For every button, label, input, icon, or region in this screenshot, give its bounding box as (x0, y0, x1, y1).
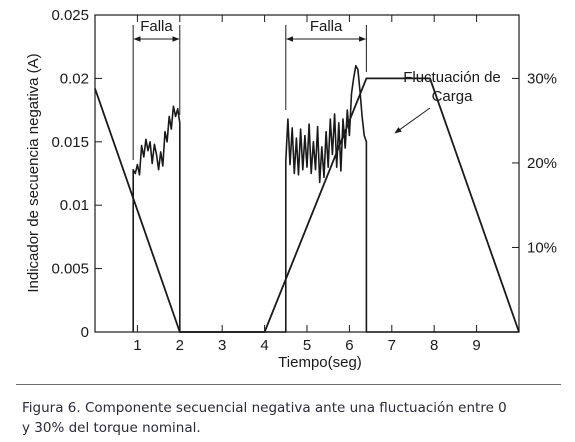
caption-line-2: y 30% del torque nominal. (22, 420, 201, 436)
right-y-tick-label: 30% (527, 70, 557, 87)
figure-caption: Figura 6. Componente secuencial negativa… (22, 398, 562, 438)
plot-frame (94, 14, 520, 333)
caption-divider (16, 384, 561, 385)
annotations: Falla Falla Fluctuación de Carga (132, 18, 501, 160)
load-fluctuation-label: Fluctuación de (403, 69, 501, 86)
load-fluctuation-arrow (394, 107, 431, 134)
tick-labels: 1 2 3 4 5 6 7 8 9 0 0.005 0.01 0.015 0.02 0.025 10% 20% 3… (51, 7, 557, 354)
load-series-line (94, 77, 520, 333)
x-tick-label: 2 (176, 337, 184, 354)
y-tick-label: 0.02 (60, 70, 89, 87)
y-tick-label: 0.015 (51, 134, 89, 151)
load-fluctuation-label: Carga (432, 88, 474, 105)
caption-line-1: Figura 6. Componente secuencial negativa… (22, 400, 507, 416)
y-tick-label: 0 (81, 324, 89, 341)
x-tick-label: 8 (430, 337, 438, 354)
negative-sequence-series-line (132, 64, 519, 333)
x-tick-label: 3 (218, 337, 226, 354)
x-tick-label: 7 (388, 337, 396, 354)
fault-label: Falla (140, 18, 173, 35)
right-y-tick-label: 20% (527, 155, 557, 172)
right-y-tick-label: 10% (527, 239, 557, 256)
chart-svg: 1 2 3 4 5 6 7 8 9 0 0.005 0.01 0.015 0.02 0.025 10% 20% 3… (25, 7, 557, 371)
x-tick-label: 5 (303, 337, 311, 354)
fault-label: Falla (310, 18, 343, 35)
chart-figure: 1 2 3 4 5 6 7 8 9 0 0.005 0.01 0.015 0.02 0.025 10% 20% 3… (25, 7, 557, 371)
x-axis-label: Tiempo(seg) (278, 354, 362, 371)
y-tick-label: 0.025 (51, 7, 89, 24)
axis-ticks (95, 14, 519, 333)
x-tick-label: 6 (345, 337, 353, 354)
x-tick-label: 1 (133, 337, 141, 354)
y-tick-label: 0.005 (51, 261, 89, 278)
y-axis-label: Indicador de secuencia negativa (A) (25, 53, 42, 292)
y-tick-label: 0.01 (60, 197, 89, 214)
x-tick-label: 9 (472, 337, 480, 354)
x-tick-label: 4 (260, 337, 268, 354)
series-group (94, 64, 520, 333)
